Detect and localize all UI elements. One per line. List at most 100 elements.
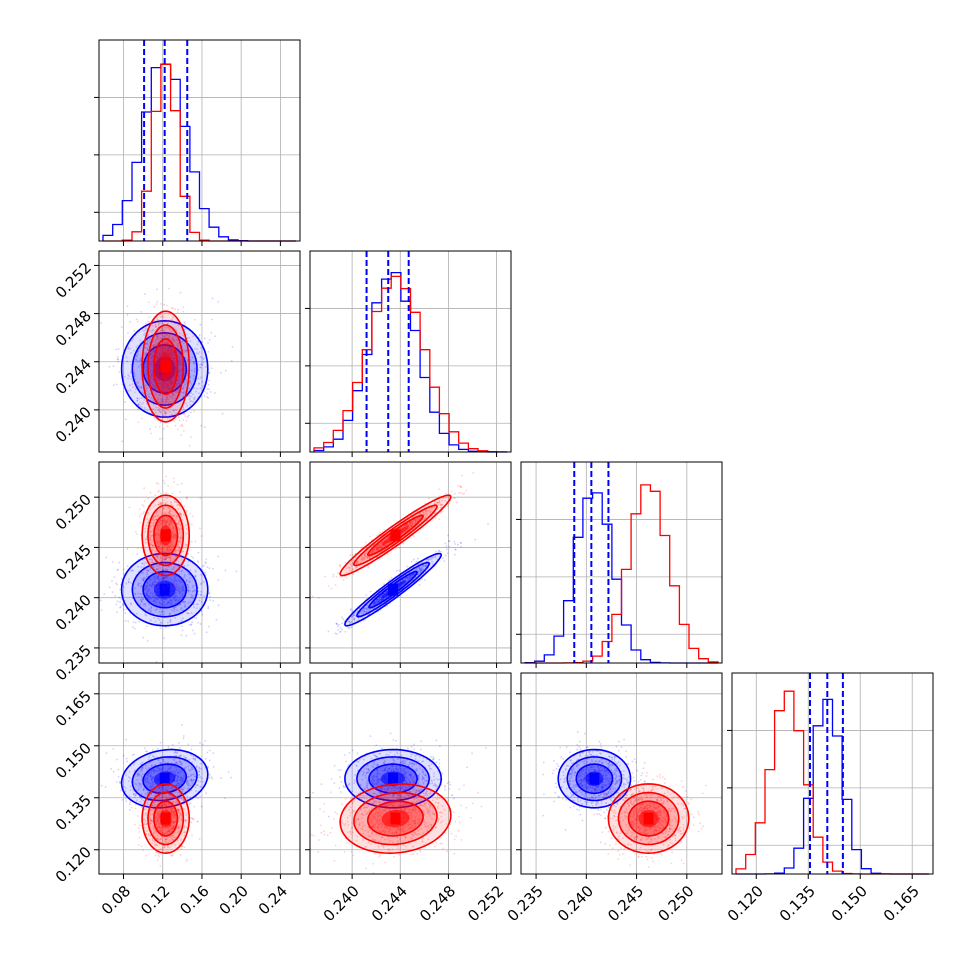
sample-point [155,555,158,557]
sample-point [173,576,176,579]
sample-point [182,388,185,390]
sample-point [437,503,440,506]
sample-point [190,596,193,599]
sample-point [146,374,148,377]
sample-point [356,560,359,563]
sample-point [170,796,172,799]
sample-point [159,602,161,605]
sample-point [187,586,190,589]
sample-point [159,313,162,316]
sample-point [178,770,181,773]
sample-point [154,594,156,597]
sample-point [133,796,136,799]
sample-point [172,390,175,393]
sample-point [424,565,427,567]
sample-point [208,749,211,752]
sample-point [173,579,175,582]
sample-point [172,537,175,540]
contour-line [353,504,438,567]
sample-point [164,512,167,514]
sample-point [123,785,125,788]
sample-point [185,780,188,783]
sample-point [115,603,118,606]
sample-point [133,627,136,630]
sample-point [158,574,161,577]
sample-point [154,340,156,342]
sample-point [198,363,200,366]
sample-point [170,349,173,352]
sample-point [369,552,371,555]
sample-point [190,768,193,771]
sample-point [167,402,170,404]
sample-point [139,521,142,524]
sample-point [127,580,130,583]
sample-point [204,366,207,368]
sample-point [172,394,175,396]
sample-point [168,550,171,553]
sample-point [171,382,174,385]
sample-point [376,601,379,604]
sample-point [136,773,139,775]
sample-point [196,593,199,596]
sample-point [164,381,167,384]
sample-point [146,337,149,340]
sample-point [175,551,177,554]
sample-point [173,358,175,361]
sample-point [181,425,184,428]
sample-point [149,554,151,557]
sample-point [149,376,152,378]
sample-point [166,601,169,604]
sample-point [169,602,172,604]
sample-point [178,529,181,532]
sample-point [365,556,367,559]
sample-point [208,379,211,382]
sample-point [187,395,189,397]
sample-point [175,336,178,338]
sample-point [151,785,153,788]
sample-point [203,426,206,428]
sample-point [169,572,172,574]
sample-point [193,778,195,781]
sample-point [154,390,157,392]
sample-point [139,586,142,589]
sample-point [175,536,177,539]
sample-point [350,626,353,629]
sample-point [179,537,182,539]
sample-point [174,335,177,338]
sample-point [161,572,163,575]
sample-point [130,603,132,606]
sample-point [122,586,125,588]
sample-point [151,362,154,365]
sample-point [177,341,180,344]
sample-point [176,586,179,589]
sample-point [136,592,139,595]
sample-point [151,330,153,332]
sample-point [116,611,118,614]
sample-point [164,412,166,415]
sample-point [153,350,156,353]
sample-point [145,614,148,617]
sample-point [156,334,159,337]
sample-point [161,768,164,771]
sample-point [143,407,146,409]
sample-point [159,769,161,771]
sample-point [144,603,147,605]
sample-point [198,767,201,770]
sample-point [159,421,162,424]
sample-point [167,336,170,339]
sample-point [381,541,384,544]
sample-point [167,350,169,352]
sample-point [179,760,181,763]
sample-point [384,538,387,541]
sample-point [422,568,424,571]
sample-point [394,548,397,550]
sample-point [116,355,119,358]
sample-point [198,366,201,369]
sample-point [179,513,182,516]
sample-point [197,603,199,606]
sample-point [151,544,154,547]
sample-point [438,549,440,552]
sample-point [365,551,368,554]
sample-point [153,343,156,346]
sample-point [159,548,161,550]
